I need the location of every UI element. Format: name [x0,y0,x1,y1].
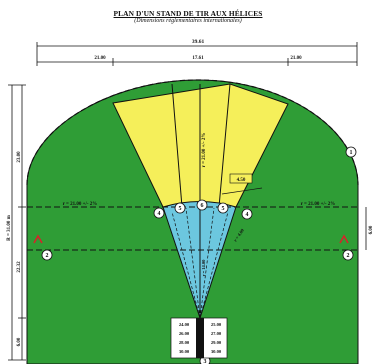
sector-width-box [229,173,253,184]
outer-boundary-arc [26,79,359,186]
station-table: 24.00 26.00 28.00 30.00 25.00 27.00 29.0… [170,317,228,359]
dim-total: 39.61 [192,39,205,45]
station-right-2: 27.00 [211,331,222,336]
station-right-1: 25.00 [211,322,222,327]
dim-right-segment: 21.00 [290,56,302,61]
dim-right-offset: 6.00 [369,225,374,234]
marker-5-right: 5 [222,206,225,212]
left-flag-icon [33,234,43,244]
dim-left-lower: 6.00 [17,337,22,346]
station-left-4: 30.00 [179,349,190,354]
marker-2-left: 2 [46,253,49,259]
centre-radius: r = 14.00 [201,259,206,277]
marker-1: 1 [350,150,353,156]
station-right-4: 30.00 [211,349,222,354]
marker-3: 3 [204,359,207,364]
sector-width-leader [221,187,263,195]
sector-width: 4.50 [237,178,246,183]
station-left-1: 24.00 [179,322,190,327]
right-flag-icon [339,234,349,244]
marker-4-left: 4 [158,211,161,217]
sector-divider [171,83,183,208]
diagram-subtitle: (Dimensions réglementaires international… [134,18,242,24]
diagram-title: PLAN D'UN STAND DE TIR AUX HÉLICES [113,9,263,18]
side-radius-right: r = 21.00 +/- 2% [301,202,336,207]
sector-divider [218,83,231,208]
marker-6: 6 [201,203,204,209]
sector-radius: r = 21.00 +/- 2% [202,133,207,168]
station-right-3: 29.00 [211,340,222,345]
marker-group: 1 2 2 4 5 6 5 4 3 [41,146,357,364]
dim-middle-segment: 17.61 [192,56,204,61]
dim-left-middle: 22.32 [17,261,22,273]
dim-left-ticks [8,84,26,361]
dim-ticks [36,42,358,66]
station-left-2: 26.00 [179,331,190,336]
side-radius-left: r = 21.00 +/- 2% [63,202,98,207]
dim-left-segment: 21.00 [94,56,106,61]
marker-4-right: 4 [246,212,249,218]
marker-5-left: 5 [179,206,182,212]
marker-2-right: 2 [347,253,350,259]
dim-overall-radius: R = 31.00 m [7,214,12,240]
station-left-3: 28.00 [179,340,190,345]
dim-left-upper: 23.00 [17,151,22,163]
